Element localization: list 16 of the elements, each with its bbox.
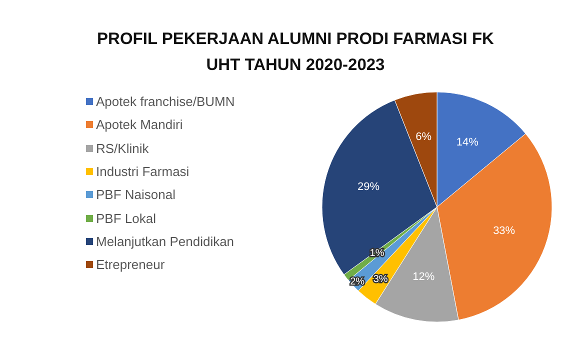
legend-label: Apotek Mandiri (96, 117, 183, 132)
legend-label: Etrepreneur (96, 257, 165, 272)
data-label: 2% (350, 276, 365, 288)
legend-label: PBF Naisonal (96, 187, 176, 202)
data-label: 29% (358, 181, 380, 194)
legend-label: RS/Klinik (96, 140, 149, 156)
legend-label: PBF Lokal (96, 210, 156, 226)
data-label: 3% (373, 274, 388, 286)
data-label: 33% (493, 225, 516, 238)
data-label: 14% (456, 136, 479, 148)
data-label: 12% (412, 271, 435, 284)
legend-label: Industri Farmasi (96, 164, 190, 180)
data-label: 6% (416, 130, 432, 143)
legend-label: Apotek franchise/BUMN (96, 94, 235, 110)
chart-title: PROFIL PEKERJAAN ALUMNI PRODI FARMASI FK UHT TAHUN 2020-2023 (96, 29, 495, 76)
legend-label: Melanjutkan Pendidikan (96, 234, 234, 249)
